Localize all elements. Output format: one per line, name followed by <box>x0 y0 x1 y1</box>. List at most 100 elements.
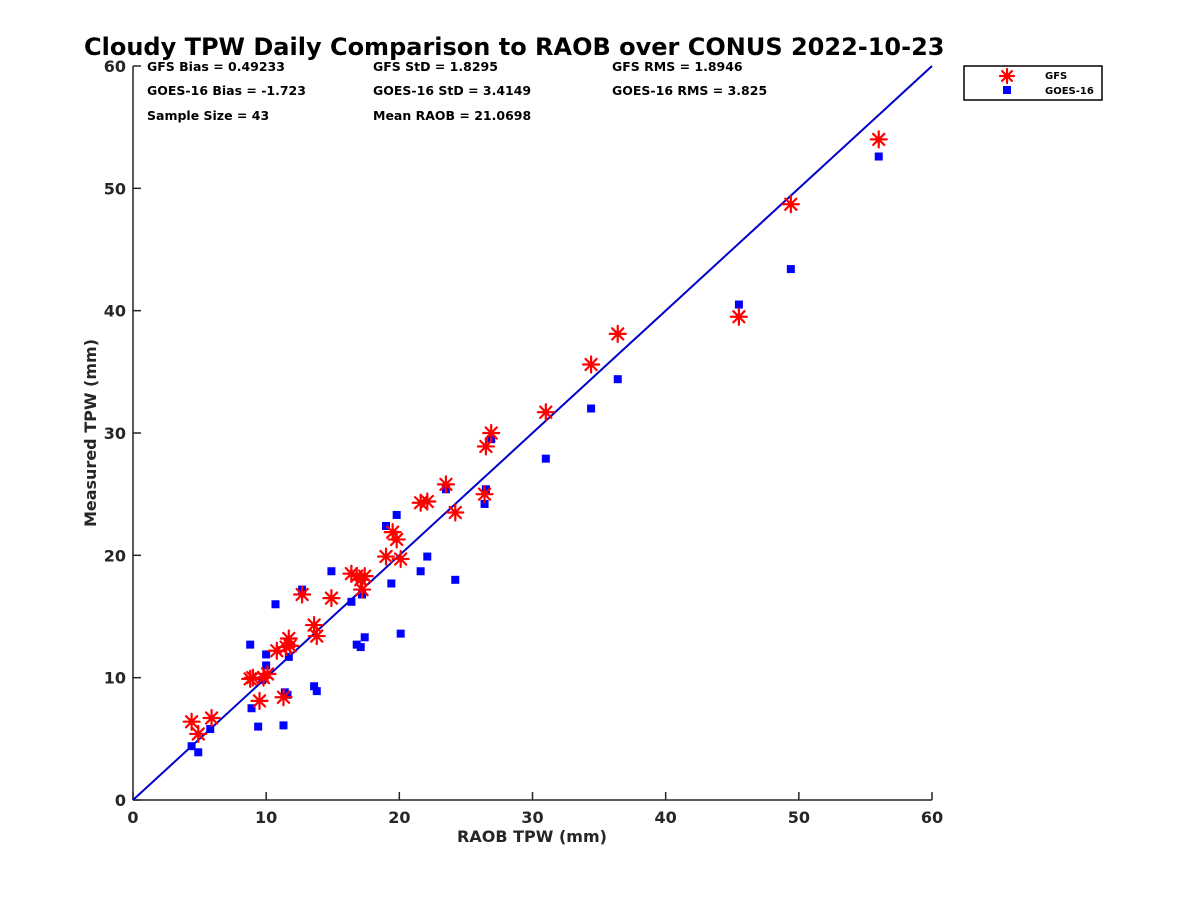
gfs-point-stroke <box>383 522 402 542</box>
gfs-point-stroke <box>202 708 221 728</box>
gfs-point <box>536 403 555 422</box>
gfs-point <box>243 668 262 687</box>
legend: GFS GOES-16 <box>963 65 1103 101</box>
gfs-point <box>189 724 208 744</box>
gfs-point-stroke <box>307 626 326 646</box>
goes16-point <box>356 643 365 652</box>
y-tick-label: 0 <box>115 791 126 810</box>
legend-marker-gfs-stroke <box>998 67 1016 85</box>
goes16-point <box>734 300 743 309</box>
goes16-point <box>874 152 883 161</box>
gfs-point-stroke <box>322 589 341 608</box>
goes16-point <box>786 265 795 274</box>
gfs-point <box>305 615 324 635</box>
goes16-point <box>254 722 263 731</box>
gfs-point <box>307 626 326 646</box>
gfs-point-stroke <box>482 423 501 443</box>
goes16-point <box>327 567 336 576</box>
gfs-point-stroke <box>411 493 430 512</box>
gfs-point-stroke <box>536 403 555 422</box>
x-tick-label: 0 <box>127 808 138 827</box>
gfs-point <box>267 641 286 660</box>
gfs-point <box>281 636 300 655</box>
x-tick-label: 20 <box>388 808 410 827</box>
goes16-point <box>480 499 489 508</box>
gfs-point <box>729 307 749 326</box>
gfs-point <box>869 130 888 149</box>
goes16-point <box>206 725 215 734</box>
gfs-point <box>293 585 312 604</box>
gfs-point-stroke <box>476 437 495 456</box>
legend-marker-gfs <box>998 67 1016 85</box>
goes16-point <box>262 650 271 659</box>
gfs-point-stroke <box>418 492 437 511</box>
gfs-point-stroke <box>581 355 601 374</box>
gfs-point-stroke <box>182 712 201 731</box>
gfs-point-stroke <box>436 475 456 494</box>
gfs-point-stroke <box>391 549 410 569</box>
goes16-point <box>279 721 288 730</box>
y-tick-label: 40 <box>104 302 126 321</box>
goes16-point <box>416 567 425 576</box>
legend-markers <box>998 67 1016 94</box>
x-axis-label: RAOB TPW (mm) <box>457 827 607 846</box>
gfs-point <box>279 629 298 648</box>
gfs-point <box>581 355 601 374</box>
gfs-point-stroke <box>475 485 494 504</box>
stat-goes-bias: GOES-16 Bias = -1.723 <box>147 83 306 98</box>
gfs-point <box>482 423 501 443</box>
gfs-point-stroke <box>258 664 277 684</box>
gfs-point-stroke <box>781 195 800 214</box>
gfs-point-stroke <box>608 324 627 344</box>
gfs-point <box>411 493 430 512</box>
gfs-point <box>391 549 410 569</box>
goes16-point <box>387 579 396 588</box>
gfs-point-stroke <box>293 585 312 604</box>
y-axis-label: Measured TPW (mm) <box>81 339 100 527</box>
stat-gfs-std: GFS StD = 1.8295 <box>373 59 498 74</box>
goes16-point <box>423 552 432 561</box>
one-to-one-line <box>132 65 933 801</box>
goes16-point <box>481 485 490 494</box>
goes16-point <box>284 652 293 661</box>
stat-sample-size: Sample Size = 43 <box>147 108 269 123</box>
gfs-point-stroke <box>277 637 296 657</box>
goes16-point <box>246 640 255 649</box>
stat-gfs-rms: GFS RMS = 1.8946 <box>612 59 743 74</box>
goes16-point <box>613 375 622 384</box>
gfs-point-stroke <box>274 688 293 707</box>
goes16-point <box>587 404 596 413</box>
gfs-point <box>376 547 396 566</box>
x-tick-label: 40 <box>655 808 677 827</box>
gfs-point <box>781 195 800 214</box>
stat-goes-std: GOES-16 StD = 3.4149 <box>373 83 531 98</box>
gfs-point-stroke <box>387 530 406 549</box>
gfs-point-stroke <box>267 641 286 660</box>
legend-label-goes16: GOES-16 <box>1045 86 1094 97</box>
goes16-point <box>541 454 550 463</box>
gfs-point <box>322 589 341 608</box>
gfs-point <box>608 324 627 344</box>
legend-marker-goes16 <box>1003 86 1011 94</box>
gfs-point <box>274 688 293 707</box>
plot-area: 0 10 20 30 40 50 60 0 10 20 30 40 50 60 <box>104 57 943 827</box>
stat-goes-rms: GOES-16 RMS = 3.825 <box>612 83 767 98</box>
stat-mean-raob: Mean RAOB = 21.0698 <box>373 108 531 123</box>
gfs-point-stroke <box>729 307 749 326</box>
goes16-point <box>360 633 369 642</box>
goes16-point <box>271 600 280 609</box>
gfs-point <box>258 664 277 684</box>
x-tick-label: 60 <box>921 808 943 827</box>
goes16-point <box>347 597 356 606</box>
gfs-point-stroke <box>243 668 262 687</box>
goes16-point <box>382 521 391 530</box>
goes16-point <box>451 575 460 584</box>
gfs-point <box>476 437 495 456</box>
gfs-point <box>418 492 437 511</box>
gfs-point <box>436 475 456 494</box>
goes16-point <box>247 704 256 713</box>
goes16-point <box>187 742 196 751</box>
goes16-point <box>310 682 319 691</box>
goes16-point <box>312 687 321 696</box>
gfs-point <box>475 485 494 504</box>
